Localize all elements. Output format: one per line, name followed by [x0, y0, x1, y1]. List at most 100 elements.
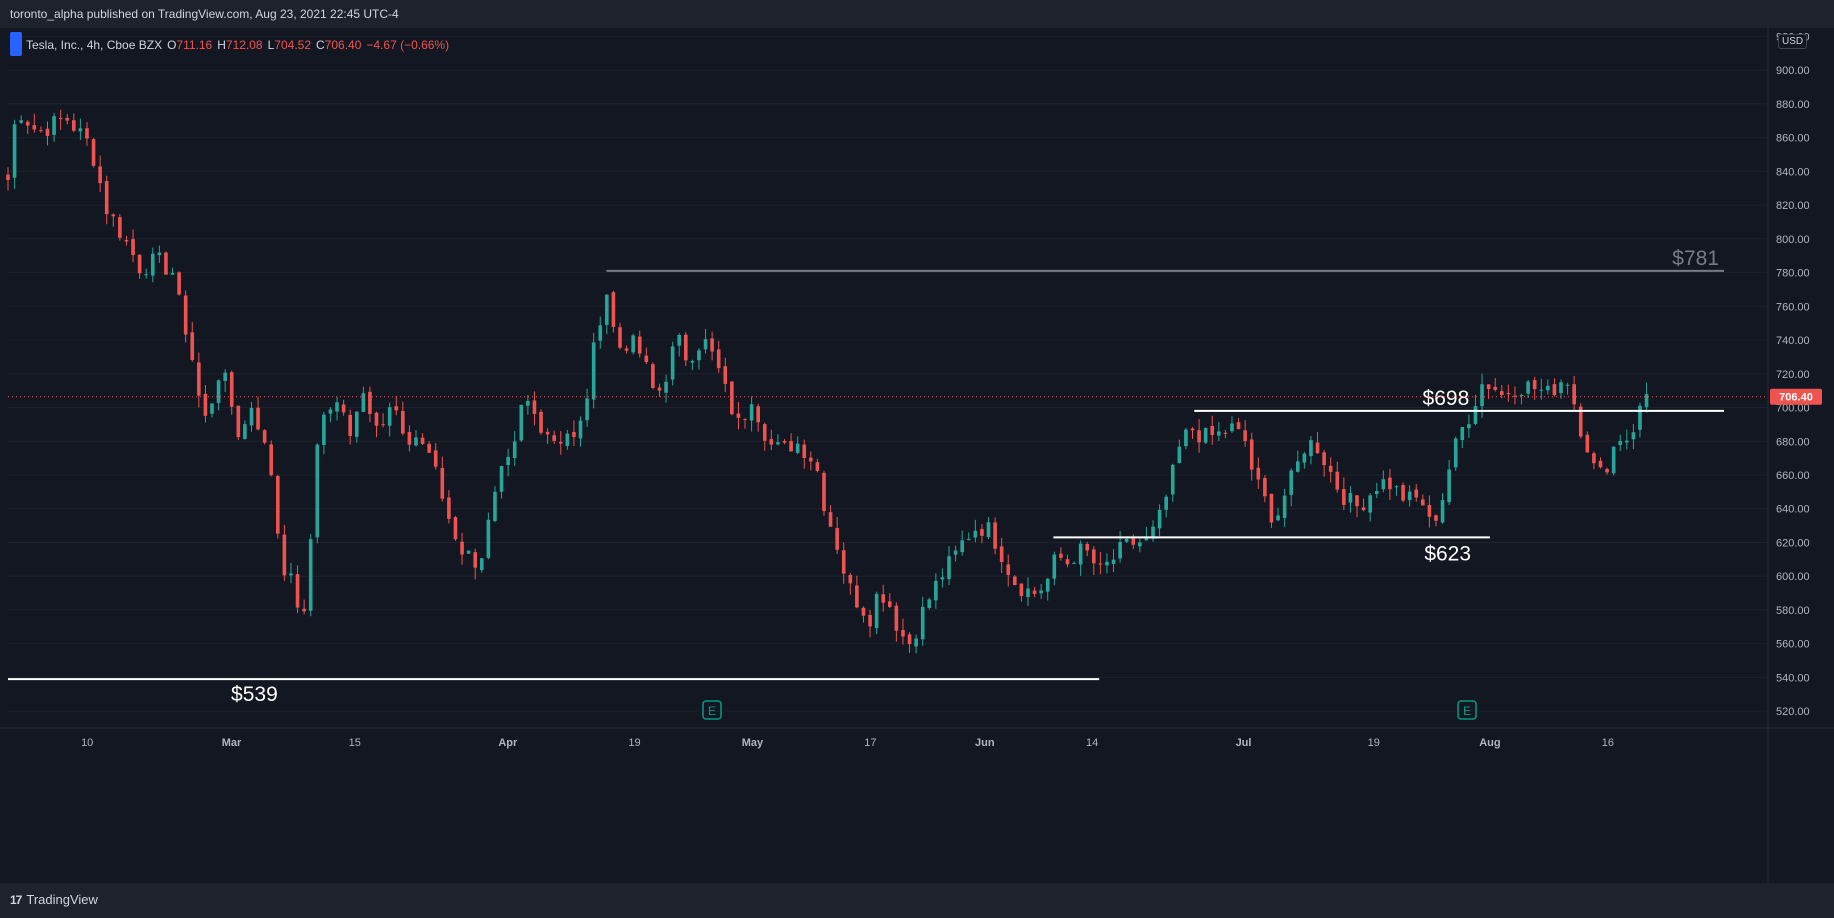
candle-body	[473, 552, 478, 568]
candle-body	[572, 431, 576, 437]
candle-body	[914, 638, 918, 647]
candle-body	[1295, 461, 1300, 472]
candle-body	[1368, 495, 1372, 513]
open-value: 711.16	[176, 38, 213, 52]
candle-body	[1585, 434, 1590, 453]
candle-body	[874, 593, 879, 629]
candle-body	[1085, 543, 1090, 551]
candle-body	[1302, 453, 1307, 463]
close-value: 706.40	[324, 38, 362, 52]
candle-body	[802, 444, 807, 458]
candle-body	[177, 272, 181, 295]
candle-body	[664, 381, 668, 393]
low-label: L	[267, 38, 275, 52]
candle-body	[420, 437, 425, 444]
candle-body	[335, 402, 339, 412]
candle-body	[1328, 465, 1333, 472]
x-tick-label: 10	[81, 737, 93, 749]
candle-body	[1460, 427, 1465, 440]
candle-body	[433, 450, 438, 467]
candle-body	[1361, 507, 1366, 511]
candle-body	[782, 441, 787, 443]
candle-body	[39, 130, 43, 132]
brand-name: TradingView	[26, 892, 98, 907]
x-tick-label: May	[742, 737, 764, 749]
candle-body	[32, 125, 37, 130]
y-tick-label: 700.00	[1776, 403, 1810, 415]
x-tick-label: Jun	[975, 737, 995, 749]
candle-body	[381, 424, 385, 426]
candle-body	[776, 442, 780, 445]
candle-body	[302, 608, 306, 612]
candle-body	[1440, 500, 1445, 523]
candle-body	[637, 336, 642, 354]
y-tick-label: 900.00	[1776, 65, 1810, 77]
candle-body	[545, 431, 550, 435]
currency-badge[interactable]: USD	[1778, 34, 1808, 49]
candle-body	[289, 573, 293, 576]
symbol-name: Tesla, Inc., 4h, Cboe BZX	[26, 38, 163, 52]
candle-body	[354, 411, 359, 437]
y-tick-label: 620.00	[1776, 537, 1810, 549]
candle-body	[361, 393, 366, 412]
candle-body	[322, 414, 326, 446]
symbol-logo[interactable]	[10, 32, 22, 56]
candle-body	[1394, 486, 1399, 488]
candle-body	[453, 517, 458, 540]
candle-body	[644, 355, 649, 362]
candle-body	[716, 349, 721, 369]
candle-body	[1269, 493, 1274, 523]
candle-body	[275, 476, 280, 534]
y-tick-label: 640.00	[1776, 504, 1810, 516]
candle-body	[1217, 431, 1221, 436]
candle-body	[295, 574, 300, 608]
candle-body	[374, 412, 379, 426]
candle-body	[394, 406, 399, 411]
candle-body	[52, 116, 56, 135]
y-tick-label: 740.00	[1776, 335, 1810, 347]
y-tick-label: 580.00	[1776, 605, 1810, 617]
candle-body	[118, 217, 122, 238]
candle-body	[183, 295, 188, 335]
candle-body	[1243, 430, 1247, 442]
candle-body	[1559, 382, 1563, 393]
candle-body	[506, 457, 510, 466]
candle-body	[1236, 422, 1241, 430]
candle-body	[1506, 393, 1511, 395]
candle-body	[815, 462, 820, 471]
candle-body	[157, 252, 162, 256]
high-value: 712.08	[225, 38, 263, 52]
candle-body	[479, 558, 484, 571]
candle-body	[427, 443, 431, 453]
candle-body	[6, 174, 10, 181]
candle-body	[1486, 384, 1491, 389]
candle-body	[243, 424, 247, 439]
candle-body	[1578, 406, 1583, 437]
candle-body	[1157, 509, 1162, 529]
x-tick-label: 19	[628, 737, 640, 749]
candle-body	[131, 239, 135, 256]
published-header: toronto_alpha published on TradingView.c…	[0, 0, 1834, 28]
candle-body	[512, 441, 517, 459]
candle-body	[440, 467, 445, 499]
candle-body	[657, 387, 662, 391]
tradingview-brand[interactable]: 17 TradingView	[10, 892, 98, 907]
candle-body	[624, 348, 629, 351]
candle-body	[1315, 442, 1320, 454]
candle-body	[262, 430, 267, 443]
candle-body	[1131, 536, 1136, 545]
candle-body	[1052, 554, 1057, 579]
published-text: toronto_alpha published on TradingView.c…	[10, 7, 399, 21]
candle-body	[927, 599, 932, 608]
earnings-marker-icon[interactable]	[702, 700, 722, 720]
candle-body	[499, 466, 504, 492]
price-chart[interactable]: 520.00 540.00 560.00 580.00 600.00 620.00 640.…	[0, 28, 1834, 883]
chart-frame[interactable]: 520.00 540.00 560.00 580.00 600.00 620.00 640.…	[0, 28, 1834, 883]
candle-body	[407, 432, 412, 445]
candle-body	[1263, 478, 1267, 497]
chart-background	[0, 28, 1834, 883]
symbol-legend: Tesla, Inc., 4h, Cboe BZX O 711.16 H 712…	[10, 32, 449, 56]
candle-body	[1151, 526, 1155, 539]
candle-body	[1197, 430, 1201, 443]
earnings-marker-icon[interactable]	[1457, 700, 1477, 720]
